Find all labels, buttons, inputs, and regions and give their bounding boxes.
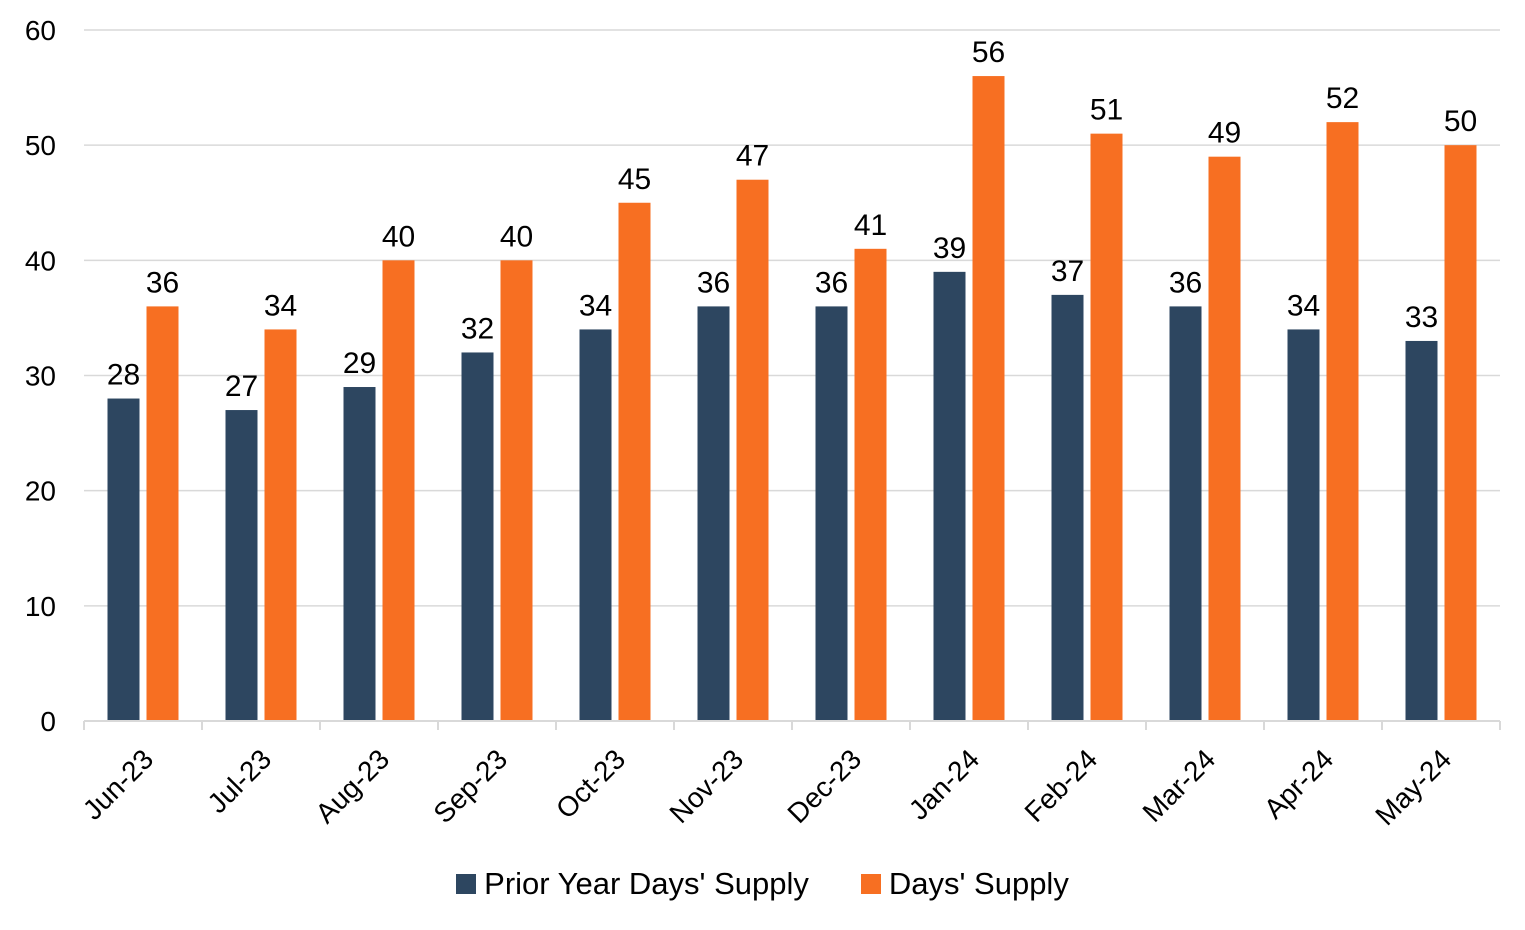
x-tick-label: Sep-23 <box>427 743 513 829</box>
bar <box>854 248 887 722</box>
x-tick-label: Jul-23 <box>201 743 277 819</box>
x-tick-label: May-24 <box>1369 743 1457 831</box>
y-tick-label: 50 <box>25 130 56 161</box>
bar <box>736 179 769 721</box>
data-label: 36 <box>1169 266 1202 299</box>
bar <box>225 410 258 721</box>
data-label: 36 <box>146 266 179 299</box>
legend: Prior Year Days' Supply Days' Supply <box>0 866 1525 902</box>
bar <box>972 76 1005 722</box>
bar <box>933 271 966 721</box>
data-label: 56 <box>972 36 1005 69</box>
data-label: 40 <box>500 220 533 253</box>
data-label: 49 <box>1208 117 1241 150</box>
bar <box>579 329 612 721</box>
legend-label-prior-year: Prior Year Days' Supply <box>484 866 809 901</box>
legend-swatch-days-supply <box>860 874 881 894</box>
data-label: 27 <box>225 370 258 403</box>
data-labels: 2836273429403240344536473641395637513649… <box>107 36 1477 403</box>
y-tick-label: 60 <box>25 15 56 46</box>
legend-item-prior-year[interactable]: Prior Year Days' Supply <box>456 866 809 902</box>
data-label: 45 <box>618 163 651 196</box>
bar <box>500 260 533 721</box>
y-tick-label: 10 <box>25 591 56 622</box>
bar <box>1208 156 1241 721</box>
bar <box>264 329 297 721</box>
y-tick-label: 0 <box>40 706 56 737</box>
data-label: 33 <box>1405 301 1438 334</box>
bar <box>1444 145 1477 721</box>
x-tick-label: Jun-23 <box>77 743 159 825</box>
x-tick-label: Aug-23 <box>309 743 395 829</box>
data-label: 39 <box>933 232 966 265</box>
y-axis-ticks: 0 10 20 30 40 50 60 <box>25 15 56 737</box>
x-tick-label: Apr-24 <box>1258 743 1339 824</box>
bar <box>343 387 376 721</box>
legend-swatch-prior-year <box>456 874 477 894</box>
x-tick-label: Nov-23 <box>663 743 749 829</box>
bar <box>107 398 140 721</box>
bar <box>1326 122 1359 722</box>
y-tick-label: 30 <box>25 361 56 392</box>
bar <box>146 306 179 721</box>
data-label: 29 <box>343 347 376 380</box>
x-tick-label: Mar-24 <box>1137 743 1222 828</box>
legend-label-days-supply: Days' Supply <box>888 866 1069 901</box>
data-label: 52 <box>1326 82 1359 115</box>
gridlines <box>84 29 1500 607</box>
bar <box>461 352 494 721</box>
data-label: 40 <box>382 220 415 253</box>
bar <box>1169 306 1202 721</box>
x-axis: Jun-23 Jul-23 Aug-23 Sep-23 Oct-23 Nov-23 Dec-… <box>77 720 1501 831</box>
data-label: 41 <box>854 209 887 242</box>
x-tick-label: Jan-24 <box>903 743 985 825</box>
bar <box>618 202 651 721</box>
bar <box>697 306 730 721</box>
data-label: 34 <box>1287 289 1320 322</box>
data-label: 32 <box>461 312 494 345</box>
bar <box>1405 340 1438 721</box>
data-label: 50 <box>1444 105 1477 138</box>
data-label: 51 <box>1090 94 1123 127</box>
x-tick-label: Feb-24 <box>1019 743 1104 828</box>
data-label: 28 <box>107 359 140 392</box>
legend-item-days-supply[interactable]: Days' Supply <box>860 866 1069 902</box>
bar <box>382 260 415 721</box>
y-tick-label: 40 <box>25 245 56 276</box>
data-label: 37 <box>1051 255 1084 288</box>
data-label: 36 <box>815 266 848 299</box>
x-tick-label: Oct-23 <box>550 743 631 824</box>
bar <box>1287 329 1320 721</box>
bar <box>1090 133 1123 721</box>
data-label: 34 <box>579 289 612 322</box>
bar <box>815 306 848 721</box>
y-tick-label: 20 <box>25 476 56 507</box>
bar <box>1051 294 1084 721</box>
data-label: 47 <box>736 140 769 173</box>
x-tick-label: Dec-23 <box>781 743 867 829</box>
data-label: 36 <box>697 266 730 299</box>
bars <box>107 76 1477 722</box>
data-label: 34 <box>264 289 297 322</box>
